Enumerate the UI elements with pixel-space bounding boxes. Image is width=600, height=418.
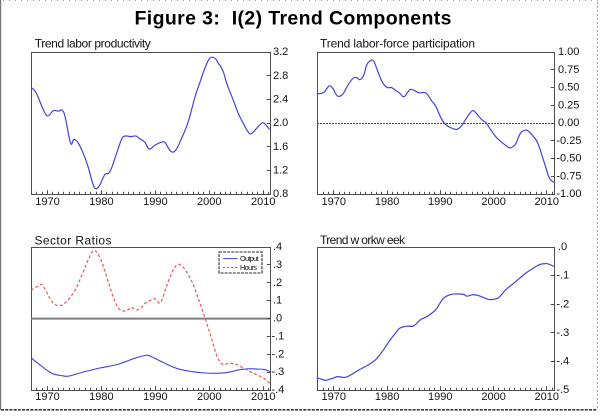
- svg-text:.3: .3: [273, 259, 282, 271]
- svg-text:.1: .1: [273, 295, 282, 307]
- svg-text:1980: 1980: [375, 196, 399, 208]
- svg-text:1970: 1970: [35, 196, 59, 208]
- svg-text:2000: 2000: [481, 391, 505, 403]
- svg-text:Output: Output: [240, 254, 259, 263]
- svg-text:1990: 1990: [143, 196, 167, 208]
- svg-text:0.75: 0.75: [558, 64, 579, 76]
- svg-text:-.1: -.1: [271, 331, 284, 343]
- svg-text:1980: 1980: [89, 391, 113, 403]
- svg-text:2.4: 2.4: [273, 93, 288, 105]
- svg-text:2000: 2000: [197, 391, 221, 403]
- svg-text:1980: 1980: [375, 391, 399, 403]
- svg-text:0.00: 0.00: [558, 117, 579, 129]
- svg-text:1970: 1970: [322, 196, 346, 208]
- svg-text:1.6: 1.6: [273, 141, 288, 153]
- svg-text:-.3: -.3: [271, 366, 284, 378]
- svg-text:2010: 2010: [251, 196, 275, 208]
- svg-text:-.4: -.4: [271, 384, 284, 396]
- svg-text:2.0: 2.0: [273, 117, 288, 129]
- svg-text:Trend labor-force participatio: Trend labor-force participation: [320, 37, 475, 51]
- svg-text:1970: 1970: [35, 391, 59, 403]
- svg-text:-.2: -.2: [271, 348, 284, 360]
- svg-text:-0.25: -0.25: [556, 135, 581, 147]
- svg-text:2010: 2010: [535, 391, 559, 403]
- svg-text:-1.00: -1.00: [556, 188, 581, 200]
- svg-text:1980: 1980: [89, 196, 113, 208]
- svg-text:-.5: -.5: [556, 384, 569, 396]
- svg-text:1970: 1970: [322, 391, 346, 403]
- svg-text:0.50: 0.50: [558, 82, 579, 94]
- svg-text:2010: 2010: [251, 391, 275, 403]
- svg-text:-.4: -.4: [556, 356, 569, 368]
- svg-text:1990: 1990: [428, 196, 452, 208]
- svg-text:3.2: 3.2: [273, 46, 288, 58]
- svg-text:-.2: -.2: [556, 298, 569, 310]
- svg-text:Sector Ratios: Sector Ratios: [35, 234, 112, 248]
- svg-text:-.1: -.1: [556, 270, 569, 282]
- svg-text:1.00: 1.00: [558, 46, 579, 58]
- svg-text:.2: .2: [273, 277, 282, 289]
- svg-text:.4: .4: [273, 241, 282, 253]
- svg-text:2010: 2010: [535, 196, 559, 208]
- svg-text:0.25: 0.25: [558, 99, 579, 111]
- svg-text:1990: 1990: [428, 391, 452, 403]
- svg-text:2.8: 2.8: [273, 70, 288, 82]
- svg-text:.0: .0: [273, 313, 282, 325]
- svg-text:0.8: 0.8: [273, 188, 288, 200]
- svg-text:2000: 2000: [197, 196, 221, 208]
- svg-text:1990: 1990: [143, 391, 167, 403]
- svg-text:-0.50: -0.50: [556, 153, 581, 165]
- svg-text:1.2: 1.2: [273, 164, 288, 176]
- svg-text:Trend w orkw eek: Trend w orkw eek: [320, 233, 406, 247]
- svg-text:Figure 3: I(2) Trend Componen: Figure 3: I(2) Trend Components: [135, 8, 452, 30]
- svg-text:Trend labor productivity: Trend labor productivity: [35, 37, 151, 51]
- svg-text:Hours: Hours: [240, 263, 257, 272]
- svg-text:-0.75: -0.75: [556, 170, 581, 182]
- svg-text:2000: 2000: [481, 196, 505, 208]
- svg-text:.0: .0: [558, 241, 567, 253]
- svg-text:-.3: -.3: [556, 327, 569, 339]
